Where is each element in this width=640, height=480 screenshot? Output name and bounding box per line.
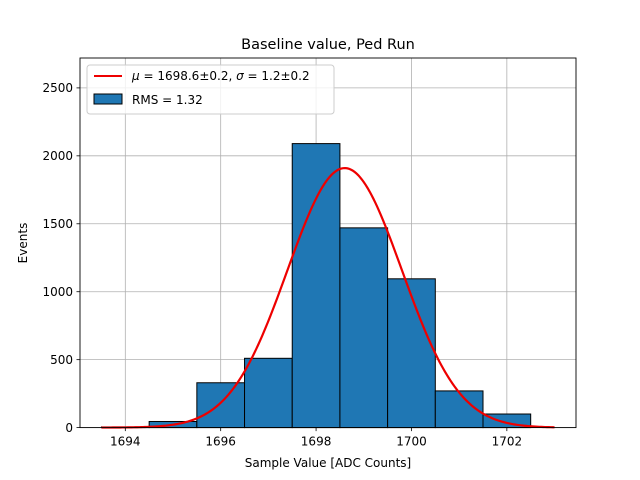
chart-title: Baseline value, Ped Run <box>241 37 415 53</box>
y-tick-label: 2000 <box>42 149 73 163</box>
gaussian-fit <box>101 166 555 429</box>
x-tick-label: 1700 <box>396 435 427 449</box>
y-tick-label: 0 <box>65 421 73 435</box>
axis-ticks: 1694 1696 1698 1700 1702 0 500 1000 1500 2000 2500 <box>42 81 522 448</box>
legend-mu-symbol: μ <box>131 69 140 83</box>
y-axis-title: Events <box>16 223 30 264</box>
histogram-bar <box>244 357 293 429</box>
y-tick-label: 500 <box>50 353 73 367</box>
legend-histogram-label: RMS = 1.32 <box>132 93 203 107</box>
histogram-bar <box>339 227 389 429</box>
plot-frame <box>79 57 577 429</box>
fit-curve <box>101 166 555 429</box>
x-axis-title: Sample Value [ADC Counts] <box>245 456 411 470</box>
legend-fit-label: μ = 1698.6±0.2, σ = 1.2±0.2 <box>131 69 310 83</box>
histogram-bar <box>291 143 341 429</box>
y-tick-label: 1000 <box>42 285 73 299</box>
histogram-bar <box>387 278 436 429</box>
legend: μ = 1698.6±0.2, σ = 1.2±0.2 RMS = 1.32 <box>86 64 335 115</box>
y-tick-label: 2500 <box>42 81 73 95</box>
legend-box <box>86 64 335 115</box>
legend-mu-value: = 1698.6±0.2, <box>140 69 236 83</box>
legend-histogram-swatch <box>93 93 123 105</box>
x-tick-label: 1698 <box>301 435 332 449</box>
x-tick-label: 1702 <box>492 435 523 449</box>
legend-sigma-value: = 1.2±0.2 <box>244 69 310 83</box>
x-tick-label: 1694 <box>110 435 141 449</box>
y-tick-label: 1500 <box>42 217 73 231</box>
legend-sigma-symbol: σ <box>236 69 244 83</box>
histogram-bar <box>196 382 246 429</box>
x-tick-label: 1696 <box>205 435 236 449</box>
